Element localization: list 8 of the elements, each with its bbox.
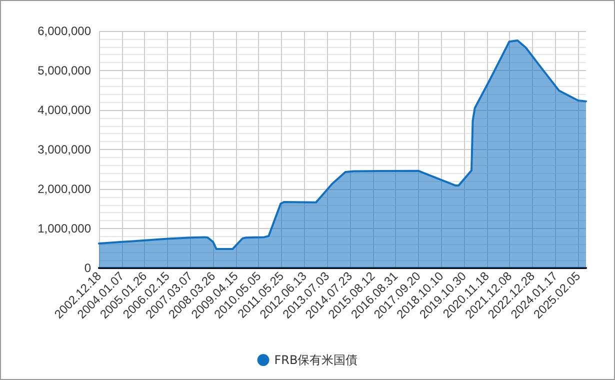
y-tick-label: 0 xyxy=(84,261,92,275)
y-tick-label: 4,000,000 xyxy=(38,103,92,117)
y-tick-label: 6,000,000 xyxy=(38,24,92,38)
y-tick-label: 5,000,000 xyxy=(38,64,92,78)
y-tick-label: 3,000,000 xyxy=(38,142,92,156)
legend-label: FRB保有米国債 xyxy=(274,353,358,367)
y-tick-label: 2,000,000 xyxy=(38,182,92,196)
y-tick-label: 1,000,000 xyxy=(38,222,92,236)
